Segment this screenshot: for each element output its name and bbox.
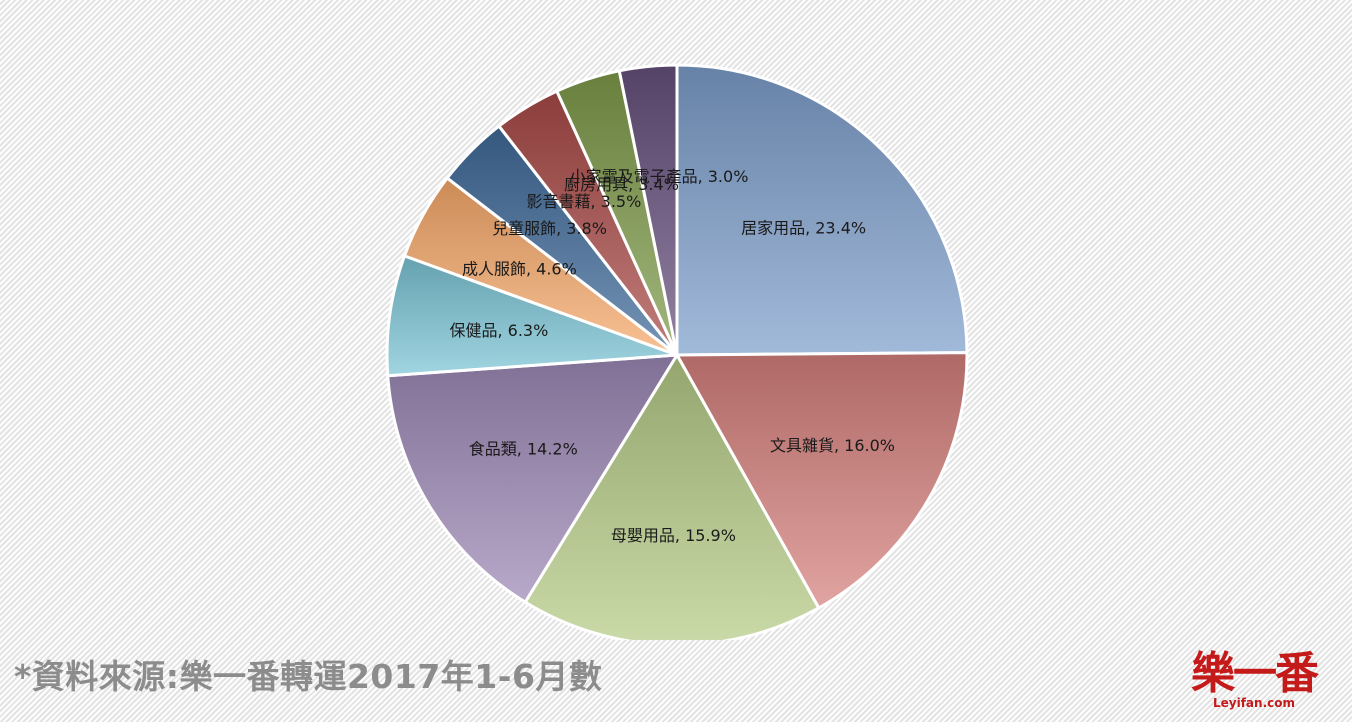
- pie-slices: [385, 63, 969, 640]
- slice-label-1: 居家用品, 23.4%: [741, 218, 866, 237]
- pie-slice-1: [675, 63, 969, 357]
- logo-url: Leyifan.com: [1212, 696, 1295, 710]
- pie-slice-3: [523, 353, 821, 640]
- slice-labels: 居家用品, 23.4% 文具雜貨, 16.0% 母嬰用品, 15.9% 食品類, 14…: [449, 167, 895, 545]
- slice-label-9: 廚房用具, 3.4%: [564, 175, 679, 194]
- pie-slice-10: [617, 63, 679, 357]
- pie-slice-2: [675, 351, 969, 610]
- slice-label-8: 影音書藉, 3.5%: [526, 192, 641, 211]
- slice-label-6: 成人服飾, 4.6%: [462, 259, 577, 278]
- slice-label-5: 保健品, 6.3%: [449, 321, 548, 340]
- source-note: *資料來源:樂一番轉運2017年1-6月數: [14, 657, 603, 696]
- pie-chart: 居家用品, 23.4% 文具雜貨, 16.0% 母嬰用品, 15.9% 食品類, 14…: [385, 63, 969, 640]
- leyifan-logo: 樂一番 Leyifan.com: [1184, 648, 1324, 711]
- pie-slice-5: [385, 254, 679, 378]
- slice-label-10: 小家電及電子產品, 3.0%: [570, 167, 749, 186]
- slice-label-2: 文具雜貨, 16.0%: [770, 436, 895, 455]
- slice-label-3: 母嬰用品, 15.9%: [611, 526, 736, 545]
- slice-label-7: 兒童服飾, 3.8%: [492, 219, 607, 238]
- pie-slice-4: [386, 353, 679, 604]
- slice-label-4: 食品類, 14.2%: [469, 439, 578, 458]
- logo-mark: 樂一番: [1191, 648, 1319, 699]
